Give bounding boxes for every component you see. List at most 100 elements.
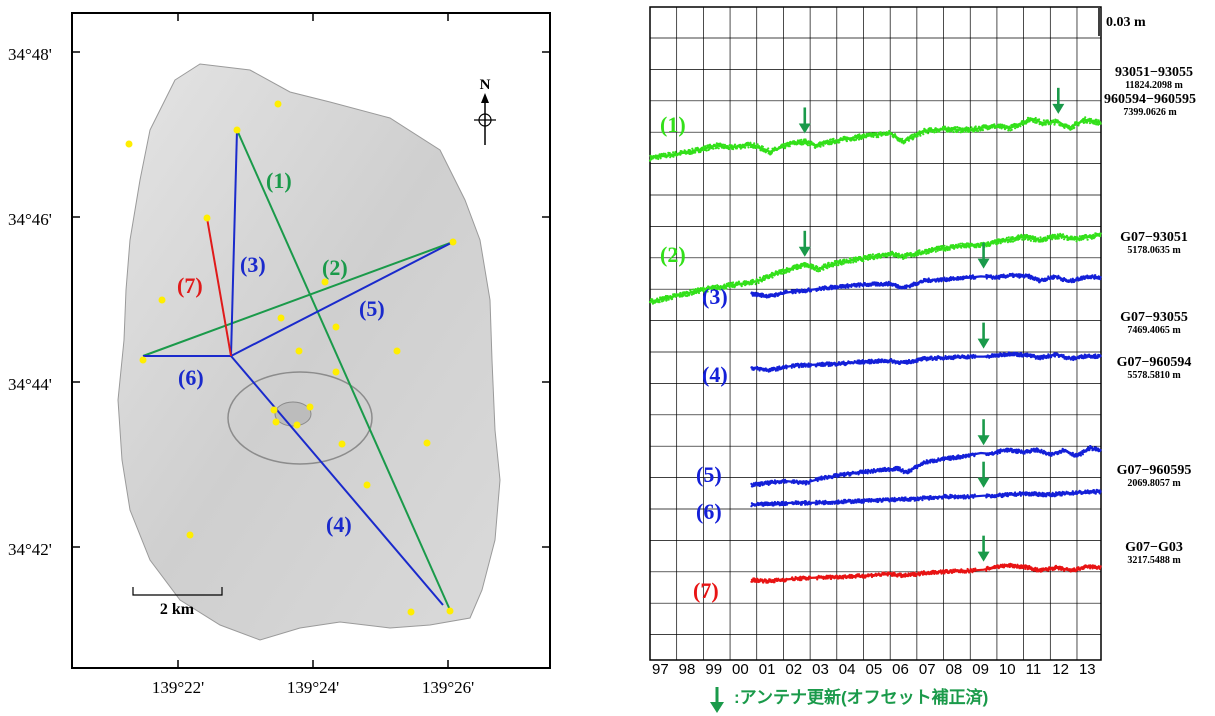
data-point: [795, 141, 799, 144]
data-point: [829, 138, 832, 141]
data-point: [823, 478, 826, 481]
data-point: [767, 501, 770, 504]
data-point: [1079, 454, 1082, 457]
data-point: [833, 263, 836, 266]
data-point: [1061, 447, 1064, 450]
data-point: [838, 141, 841, 144]
data-point: [1095, 118, 1098, 121]
data-point: [897, 360, 900, 363]
data-point: [743, 144, 746, 147]
data-point: [785, 367, 788, 370]
data-point: [806, 144, 810, 147]
data-point: [671, 297, 674, 301]
data-point: [862, 285, 865, 288]
data-point: [1075, 452, 1078, 455]
data-point: [1075, 490, 1078, 493]
data-point: [928, 498, 931, 501]
data-point: [931, 458, 934, 461]
station-marker: [277, 314, 285, 322]
data-point: [948, 248, 951, 251]
data-point: [1086, 238, 1089, 241]
data-point: [1020, 122, 1023, 125]
baseline-3-line: [230, 129, 238, 357]
series-5: [750, 445, 1102, 488]
data-point: [1070, 127, 1073, 131]
data-point: [897, 252, 900, 255]
data-point: [1094, 274, 1097, 277]
data-point: [812, 264, 815, 267]
data-point: [781, 272, 784, 275]
data-point: [808, 482, 811, 485]
data-point: [1053, 355, 1057, 358]
data-point: [986, 125, 989, 129]
data-point: [843, 258, 846, 261]
data-point: [1018, 355, 1022, 358]
data-point: [1089, 277, 1093, 280]
data-point: [754, 291, 757, 294]
data-point: [686, 151, 690, 154]
data-point: [759, 484, 762, 487]
baseline-7-line: [206, 217, 232, 357]
data-point: [816, 578, 819, 581]
map-label-7: (7): [177, 273, 203, 298]
station-marker: [407, 608, 415, 616]
data-point: [1063, 126, 1066, 129]
data-point: [997, 242, 1000, 245]
data-point: [1075, 238, 1078, 241]
data-point: [911, 133, 914, 136]
data-point: [1035, 121, 1038, 124]
data-point: [1029, 239, 1032, 242]
data-point: [1099, 232, 1102, 235]
data-point: [977, 130, 980, 133]
data-point: [771, 368, 775, 372]
data-point: [974, 495, 977, 498]
data-point: [1053, 233, 1056, 236]
data-point: [747, 146, 750, 149]
data-point: [1045, 495, 1048, 498]
data-point: [651, 157, 655, 160]
data-point: [919, 134, 922, 137]
data-point: [732, 281, 735, 284]
data-point: [867, 258, 870, 261]
lat-label: 34°44': [8, 375, 52, 394]
data-point: [974, 452, 977, 455]
data-point: [941, 246, 945, 249]
data-point: [993, 123, 996, 126]
data-point: [1099, 276, 1102, 279]
data-point: [970, 126, 973, 129]
x-tick-labels: 97 98 99 00 01 02 03 04 05 06 07 08 09 10 11 12 13: [652, 661, 1096, 678]
series-1: [648, 116, 1102, 162]
data-point: [785, 365, 789, 368]
data-point: [685, 294, 689, 298]
data-point: [848, 137, 851, 140]
x-tick-label: 03: [812, 661, 829, 678]
map-label-3: (3): [240, 252, 266, 277]
data-point: [1065, 234, 1068, 237]
baseline-2-line: [142, 241, 454, 357]
baseline-1-line: [236, 129, 451, 611]
data-point: [785, 503, 789, 506]
data-point: [810, 140, 813, 143]
data-point: [773, 581, 776, 584]
data-point: [1032, 493, 1035, 496]
data-point: [809, 290, 813, 293]
data-point: [940, 280, 943, 283]
data-point: [948, 127, 951, 130]
data-point: [1084, 116, 1087, 119]
data-point: [1078, 235, 1081, 238]
station-marker: [270, 406, 278, 414]
data-point: [925, 131, 928, 134]
x-tick-label: 08: [946, 661, 963, 678]
data-point: [1099, 490, 1102, 493]
data-point: [682, 293, 685, 296]
data-point: [692, 288, 695, 291]
data-point: [822, 268, 825, 271]
data-point: [1037, 237, 1040, 240]
data-point: [1062, 354, 1065, 357]
data-point: [1000, 127, 1003, 130]
data-point: [956, 126, 959, 129]
data-point: [663, 298, 666, 301]
data-point: [1034, 116, 1037, 120]
data-point: [714, 144, 717, 147]
lat-label: 34°46': [8, 210, 52, 229]
